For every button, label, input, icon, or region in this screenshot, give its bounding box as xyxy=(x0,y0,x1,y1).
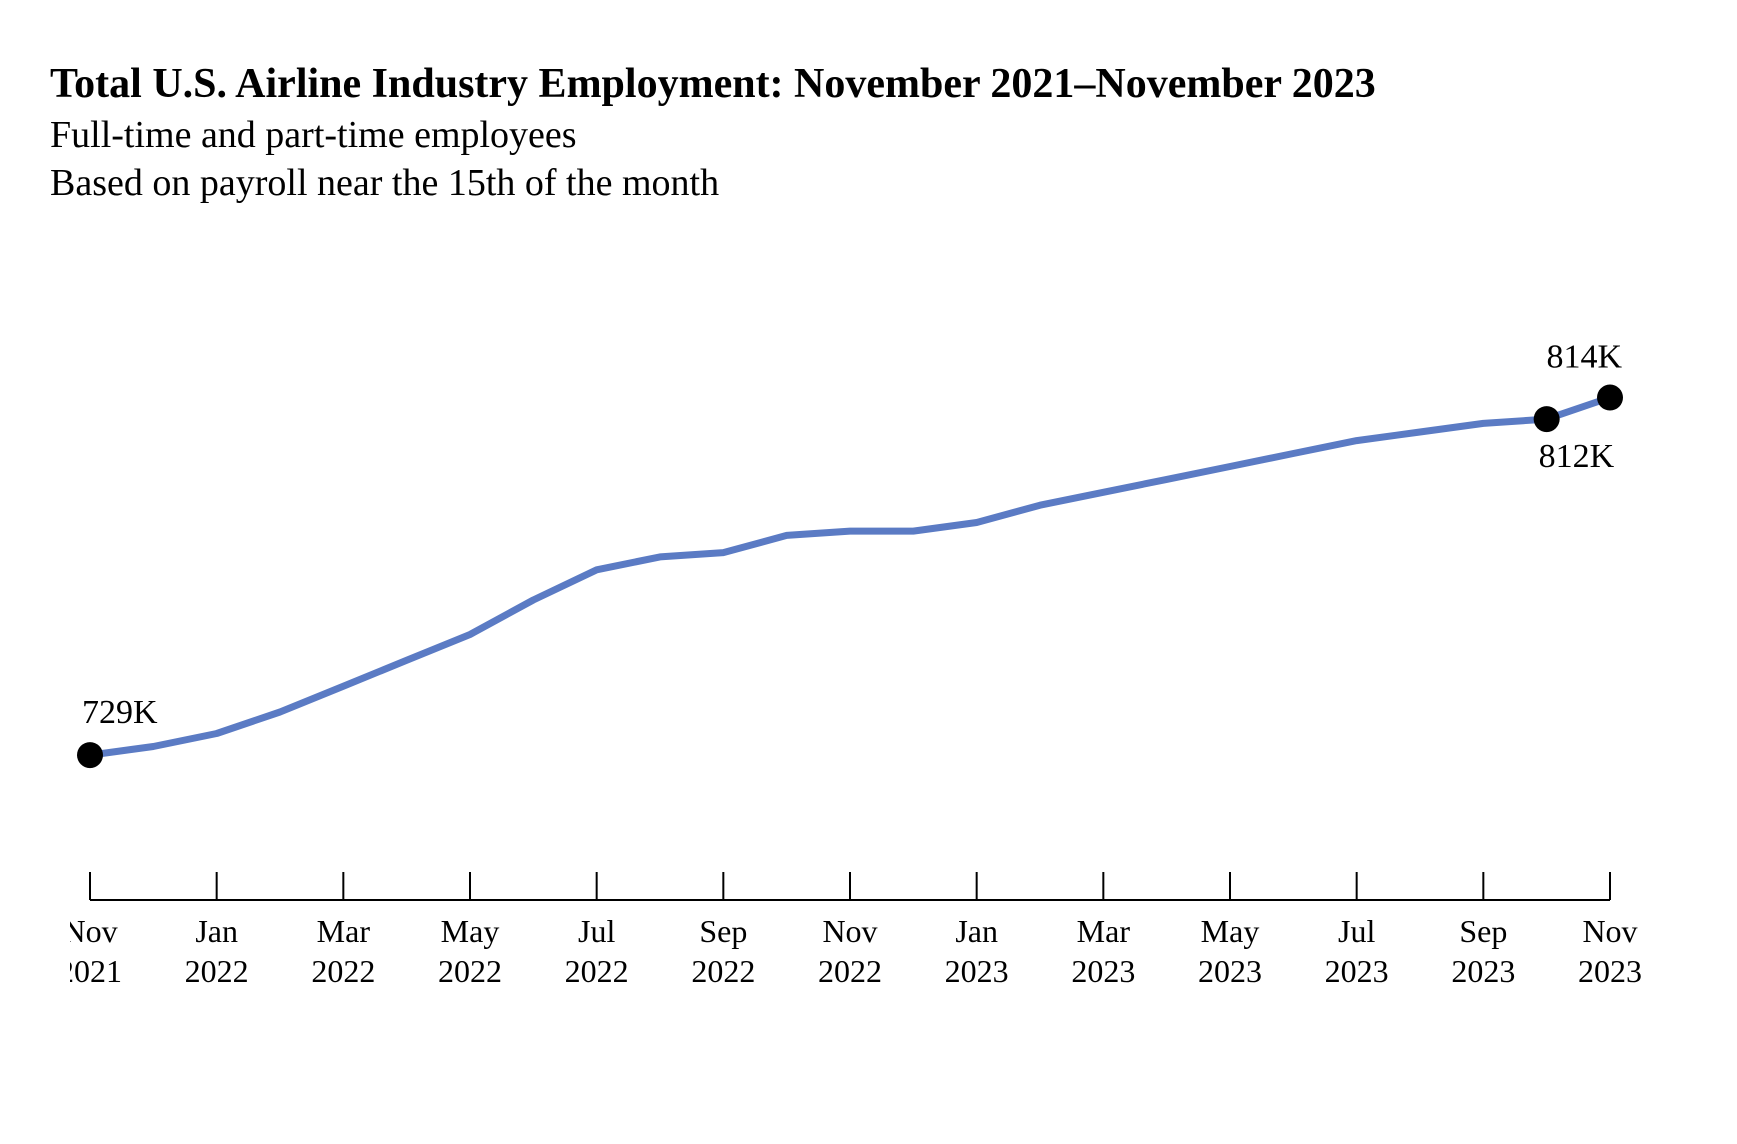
x-tick-label-month: Mar xyxy=(317,913,371,949)
data-point-label: 812K xyxy=(1539,438,1615,475)
data-point-label: 729K xyxy=(82,694,158,731)
x-tick-label-year: 2023 xyxy=(1451,953,1515,989)
x-tick-label-month: Nov xyxy=(70,913,118,949)
line-chart-svg: Nov 2021 Jan 2022 Mar 2022 May 2022 Jul 2022 Sep 20… xyxy=(70,280,1670,1060)
x-tick-label-month: May xyxy=(1201,913,1260,949)
x-tick-label-month: Mar xyxy=(1077,913,1131,949)
x-tick-label-year: 2022 xyxy=(311,953,375,989)
x-tick-label-year: 2022 xyxy=(565,953,629,989)
x-tick-label-month: Sep xyxy=(699,913,747,949)
chart-subtitle-2: Based on payroll near the 15th of the mo… xyxy=(50,160,1687,208)
x-tick-label-month: Jan xyxy=(195,913,238,949)
data-point-label: 814K xyxy=(1546,339,1622,376)
x-tick-label-year: 2023 xyxy=(945,953,1009,989)
chart-container: Total U.S. Airline Industry Employment: … xyxy=(0,0,1737,1144)
x-tick-label-year: 2022 xyxy=(691,953,755,989)
data-point-marker xyxy=(1597,385,1623,411)
x-tick-label-year: 2023 xyxy=(1198,953,1262,989)
x-tick-label-month: Nov xyxy=(822,913,877,949)
employment-line xyxy=(90,398,1610,756)
x-tick-label-month: May xyxy=(441,913,500,949)
x-tick-label-month: Sep xyxy=(1459,913,1507,949)
data-point-marker xyxy=(77,742,103,768)
x-tick-label-month: Jul xyxy=(1338,913,1375,949)
x-tick-label-month: Jul xyxy=(578,913,615,949)
chart-subtitle-1: Full-time and part-time employees xyxy=(50,112,1687,160)
x-tick-label-year: 2022 xyxy=(438,953,502,989)
x-tick-label-month: Jan xyxy=(955,913,998,949)
x-tick-label-year: 2023 xyxy=(1071,953,1135,989)
x-tick-label-year: 2023 xyxy=(1578,953,1642,989)
x-tick-label-month: Nov xyxy=(1582,913,1637,949)
x-tick-label-year: 2022 xyxy=(818,953,882,989)
data-point-marker xyxy=(1534,406,1560,432)
x-tick-label-year: 2022 xyxy=(185,953,249,989)
x-tick-label-year: 2023 xyxy=(1325,953,1389,989)
chart-plot-area: Nov 2021 Jan 2022 Mar 2022 May 2022 Jul 2022 Sep 20… xyxy=(70,280,1670,1060)
x-tick-label-year: 2021 xyxy=(70,953,122,989)
chart-title: Total U.S. Airline Industry Employment: … xyxy=(50,60,1687,108)
